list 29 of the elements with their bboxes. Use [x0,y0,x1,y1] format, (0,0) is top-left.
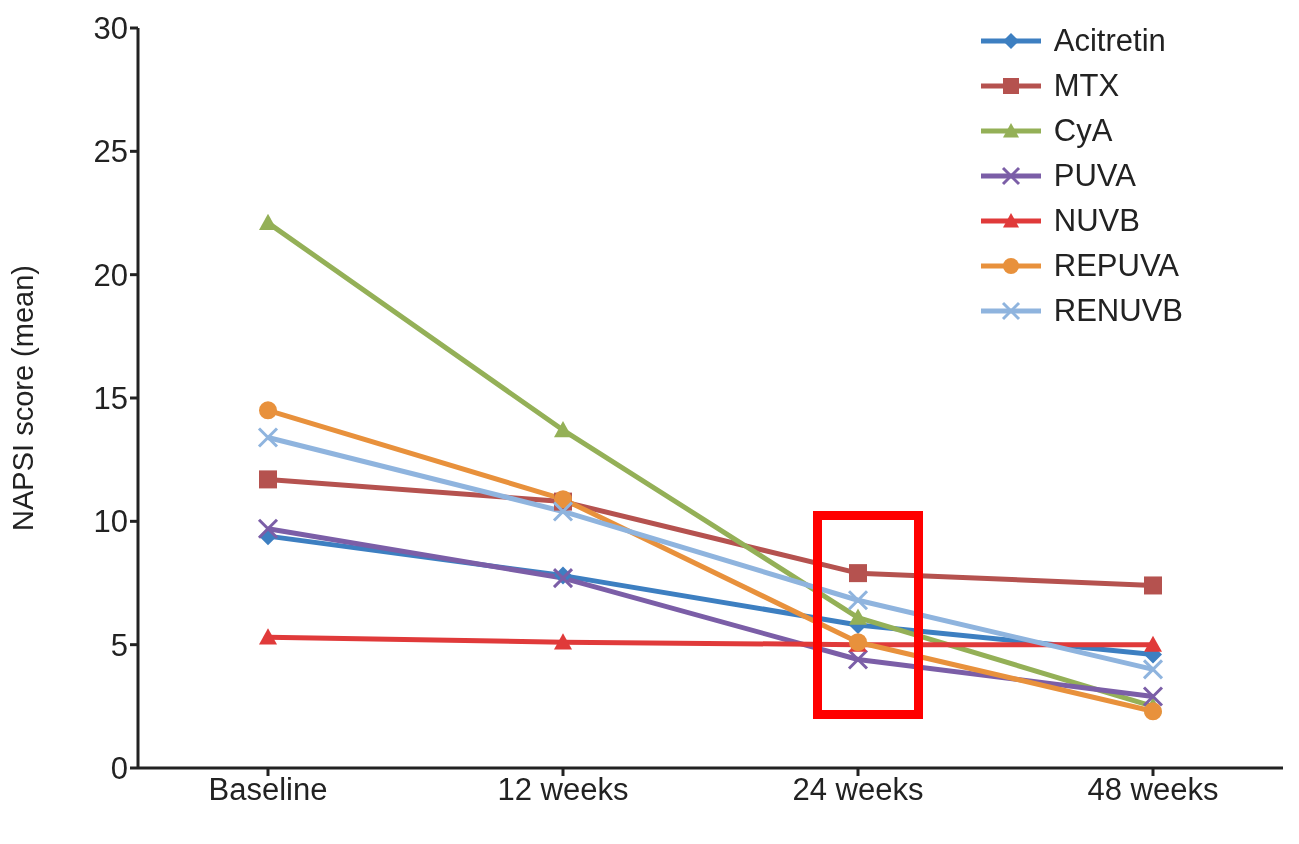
point [259,628,277,645]
legend-label: RENUVB [1053,292,1183,329]
y-axis-title: NAPSI score (mean) [7,265,40,531]
y-tick-label: 15 [93,381,128,417]
x-tick-label: 48 weeks [1087,772,1219,808]
y-tick-label: 5 [110,627,128,663]
point [554,421,572,438]
point [554,633,572,650]
y-tick-label: 30 [93,11,128,47]
y-tick-label: 20 [93,257,128,293]
y-tick-label: 10 [93,504,128,540]
y-tick-label: 0 [110,751,128,787]
x-tick-label: Baseline [208,772,328,808]
point [259,401,277,420]
y-tick-label: 25 [93,134,128,170]
legend-label: Acitretin [1053,22,1166,59]
point [1144,635,1162,652]
x-tick-label: 12 weeks [497,772,629,808]
point [1144,702,1162,721]
point [849,564,867,583]
x-tick-label: 24 weeks [792,772,924,808]
point [259,470,277,489]
legend-label: CyA [1053,112,1113,149]
legend-label: MTX [1053,67,1120,104]
legend-label: PUVA [1053,157,1136,194]
point [1144,576,1162,595]
point [849,608,867,625]
legend-label: REPUVA [1053,247,1179,284]
legend-label: NUVB [1053,202,1140,239]
